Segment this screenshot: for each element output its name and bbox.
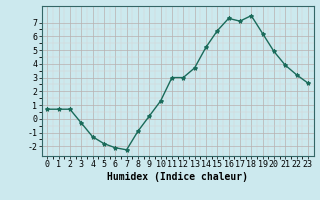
X-axis label: Humidex (Indice chaleur): Humidex (Indice chaleur) [107, 172, 248, 182]
